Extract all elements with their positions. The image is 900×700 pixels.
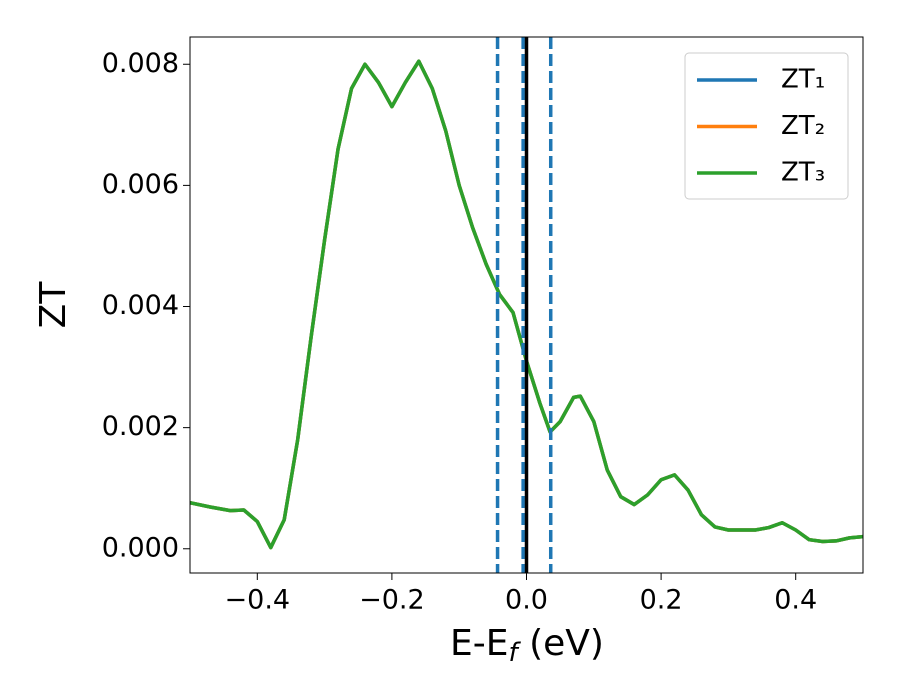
- x-tick-label: 0.4: [774, 585, 817, 616]
- x-label-main: E-E: [450, 623, 508, 664]
- legend-label: ZT₂: [781, 111, 825, 141]
- legend-box: [684, 52, 849, 200]
- y-axis-label: ZT: [33, 281, 74, 329]
- y-tick-label: 0.006: [102, 169, 179, 200]
- x-tick-label: −0.4: [225, 585, 291, 616]
- y-tick-label: 0.002: [102, 411, 179, 442]
- y-tick-label: 0.008: [102, 48, 179, 79]
- x-tick-label: 0.0: [505, 585, 548, 616]
- y-tick-label: 0.004: [102, 290, 179, 321]
- y-tick-label: 0.000: [102, 532, 179, 563]
- x-label-unit: (eV): [518, 623, 604, 664]
- plot-frame: [189, 36, 864, 574]
- x-tick-label: 0.2: [640, 585, 683, 616]
- series-line: [190, 59, 863, 550]
- x-axis-label: E-Ef (eV): [450, 623, 604, 668]
- x-tick-label: −0.2: [359, 585, 425, 616]
- legend-label: ZT₃: [781, 158, 825, 188]
- legend-label: ZT₁: [781, 65, 825, 95]
